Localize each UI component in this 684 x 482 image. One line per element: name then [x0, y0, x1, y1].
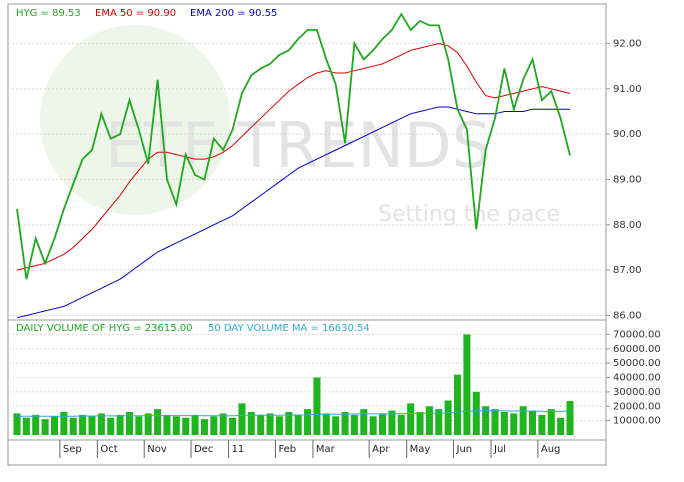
x-tick-label: Dec [194, 444, 213, 455]
x-tick-label: May [410, 444, 431, 455]
volume-bar [304, 409, 312, 435]
volume-bar [454, 374, 462, 435]
volume-bar [210, 416, 218, 435]
volume-bar [294, 414, 302, 435]
volume-bar [219, 413, 227, 435]
volume-bar [144, 413, 152, 435]
legend-hyg: HYG = 89.53 [16, 8, 81, 19]
volume-bar [247, 412, 255, 435]
volume-bar [519, 406, 527, 435]
series-line [16, 42, 571, 271]
volume-bar [547, 409, 555, 435]
y-tick-label: 91.00 [613, 84, 642, 95]
volume-bar [163, 414, 171, 435]
volume-bar [538, 414, 546, 435]
y-tick-label: 40000.00 [613, 373, 661, 384]
volume-bar [79, 414, 87, 435]
x-tick-label: Apr [372, 444, 390, 455]
volume-bar [135, 416, 143, 435]
volume-bar [313, 377, 321, 435]
y-tick-label: 50000.00 [613, 358, 661, 369]
volume-bar [60, 412, 68, 435]
volume-bar [416, 412, 424, 435]
y-tick-label: 90.00 [613, 129, 642, 140]
volume-bar [322, 413, 330, 435]
volume-bar [107, 417, 115, 435]
series-line [16, 106, 570, 319]
volume-bar [444, 400, 452, 435]
volume-bar [69, 417, 77, 435]
y-tick-label: 92.00 [613, 39, 642, 50]
volume-bar [500, 412, 508, 435]
volume-bar [22, 417, 30, 435]
volume-bar [41, 419, 49, 435]
volume-bar [369, 416, 377, 435]
watermark-subtitle: Setting the pace [378, 202, 560, 227]
volume-bar [191, 414, 199, 435]
volume-bar [257, 414, 265, 435]
volume-bar [182, 417, 190, 435]
y-tick-label: 30000.00 [613, 387, 661, 398]
volume-bar [397, 414, 405, 435]
volume-bar [482, 406, 490, 435]
volume-bar [528, 410, 537, 435]
volume-bar [285, 412, 293, 435]
volume-bar [154, 409, 162, 435]
x-tick-label: Mar [316, 444, 336, 455]
volume-bar [341, 412, 349, 435]
volume-bar [200, 419, 208, 435]
volume-bar [350, 414, 358, 435]
x-tick-label: Nov [147, 444, 167, 455]
volume-bar [435, 409, 443, 435]
volume-bar [360, 409, 368, 435]
volume-bar [32, 414, 40, 435]
volume-bar [229, 417, 237, 435]
volume-bar [510, 413, 518, 435]
x-tick-label: Oct [100, 444, 117, 455]
x-tick-label: Jul [493, 444, 506, 455]
y-tick-label: 20000.00 [613, 401, 661, 412]
volume-bar [332, 416, 340, 435]
volume-bar [379, 413, 387, 435]
volume-bar [388, 410, 396, 435]
watermark-title: ETF TRENDS [105, 109, 491, 182]
volume-bar [266, 413, 274, 435]
plot-layer: 86.00 87.00 88.00 89.00 90.00 91.00 92.00 10000… [8, 12, 661, 458]
series-line [16, 12, 571, 280]
volume-bar [125, 412, 133, 435]
x-tick-label: 11 [232, 444, 245, 455]
x-tick-label: Feb [278, 444, 296, 455]
legend-ema50: EMA 50 = 90.90 [95, 8, 176, 19]
volume-bar [425, 406, 433, 435]
legend-ema200: EMA 200 = 90.55 [190, 8, 277, 19]
volume-bar [88, 416, 96, 435]
volume-bar [557, 417, 565, 435]
volume-bar [472, 391, 480, 435]
y-tick-label: 89.00 [613, 174, 642, 185]
series-line [17, 410, 571, 417]
y-tick-label: 87.00 [613, 265, 642, 276]
legend-volume-ma: 50 DAY VOLUME MA = 16630.54 [208, 323, 370, 334]
volume-bar [407, 403, 415, 435]
x-tick-label: Sep [63, 444, 82, 455]
volume-bar [172, 416, 180, 435]
volume-bar [50, 416, 59, 435]
volume-bar [566, 401, 574, 435]
volume-bar [97, 413, 105, 435]
volume-bar [116, 414, 124, 435]
x-tick-label: Aug [541, 444, 561, 455]
y-tick-label: 70000.00 [613, 329, 661, 340]
x-tick-label: Jun [456, 444, 473, 455]
volume-bar [491, 409, 499, 435]
volume-bar [463, 334, 471, 435]
volume-bar [238, 403, 246, 435]
y-tick-label: 10000.00 [613, 416, 661, 427]
y-tick-label: 88.00 [613, 220, 642, 231]
volume-bar [275, 416, 283, 435]
y-tick-label: 60000.00 [613, 344, 661, 355]
legend-volume: DAILY VOLUME OF HYG = 23615.00 [16, 323, 193, 334]
y-tick-label: 86.00 [613, 310, 642, 321]
volume-bar [13, 413, 21, 435]
